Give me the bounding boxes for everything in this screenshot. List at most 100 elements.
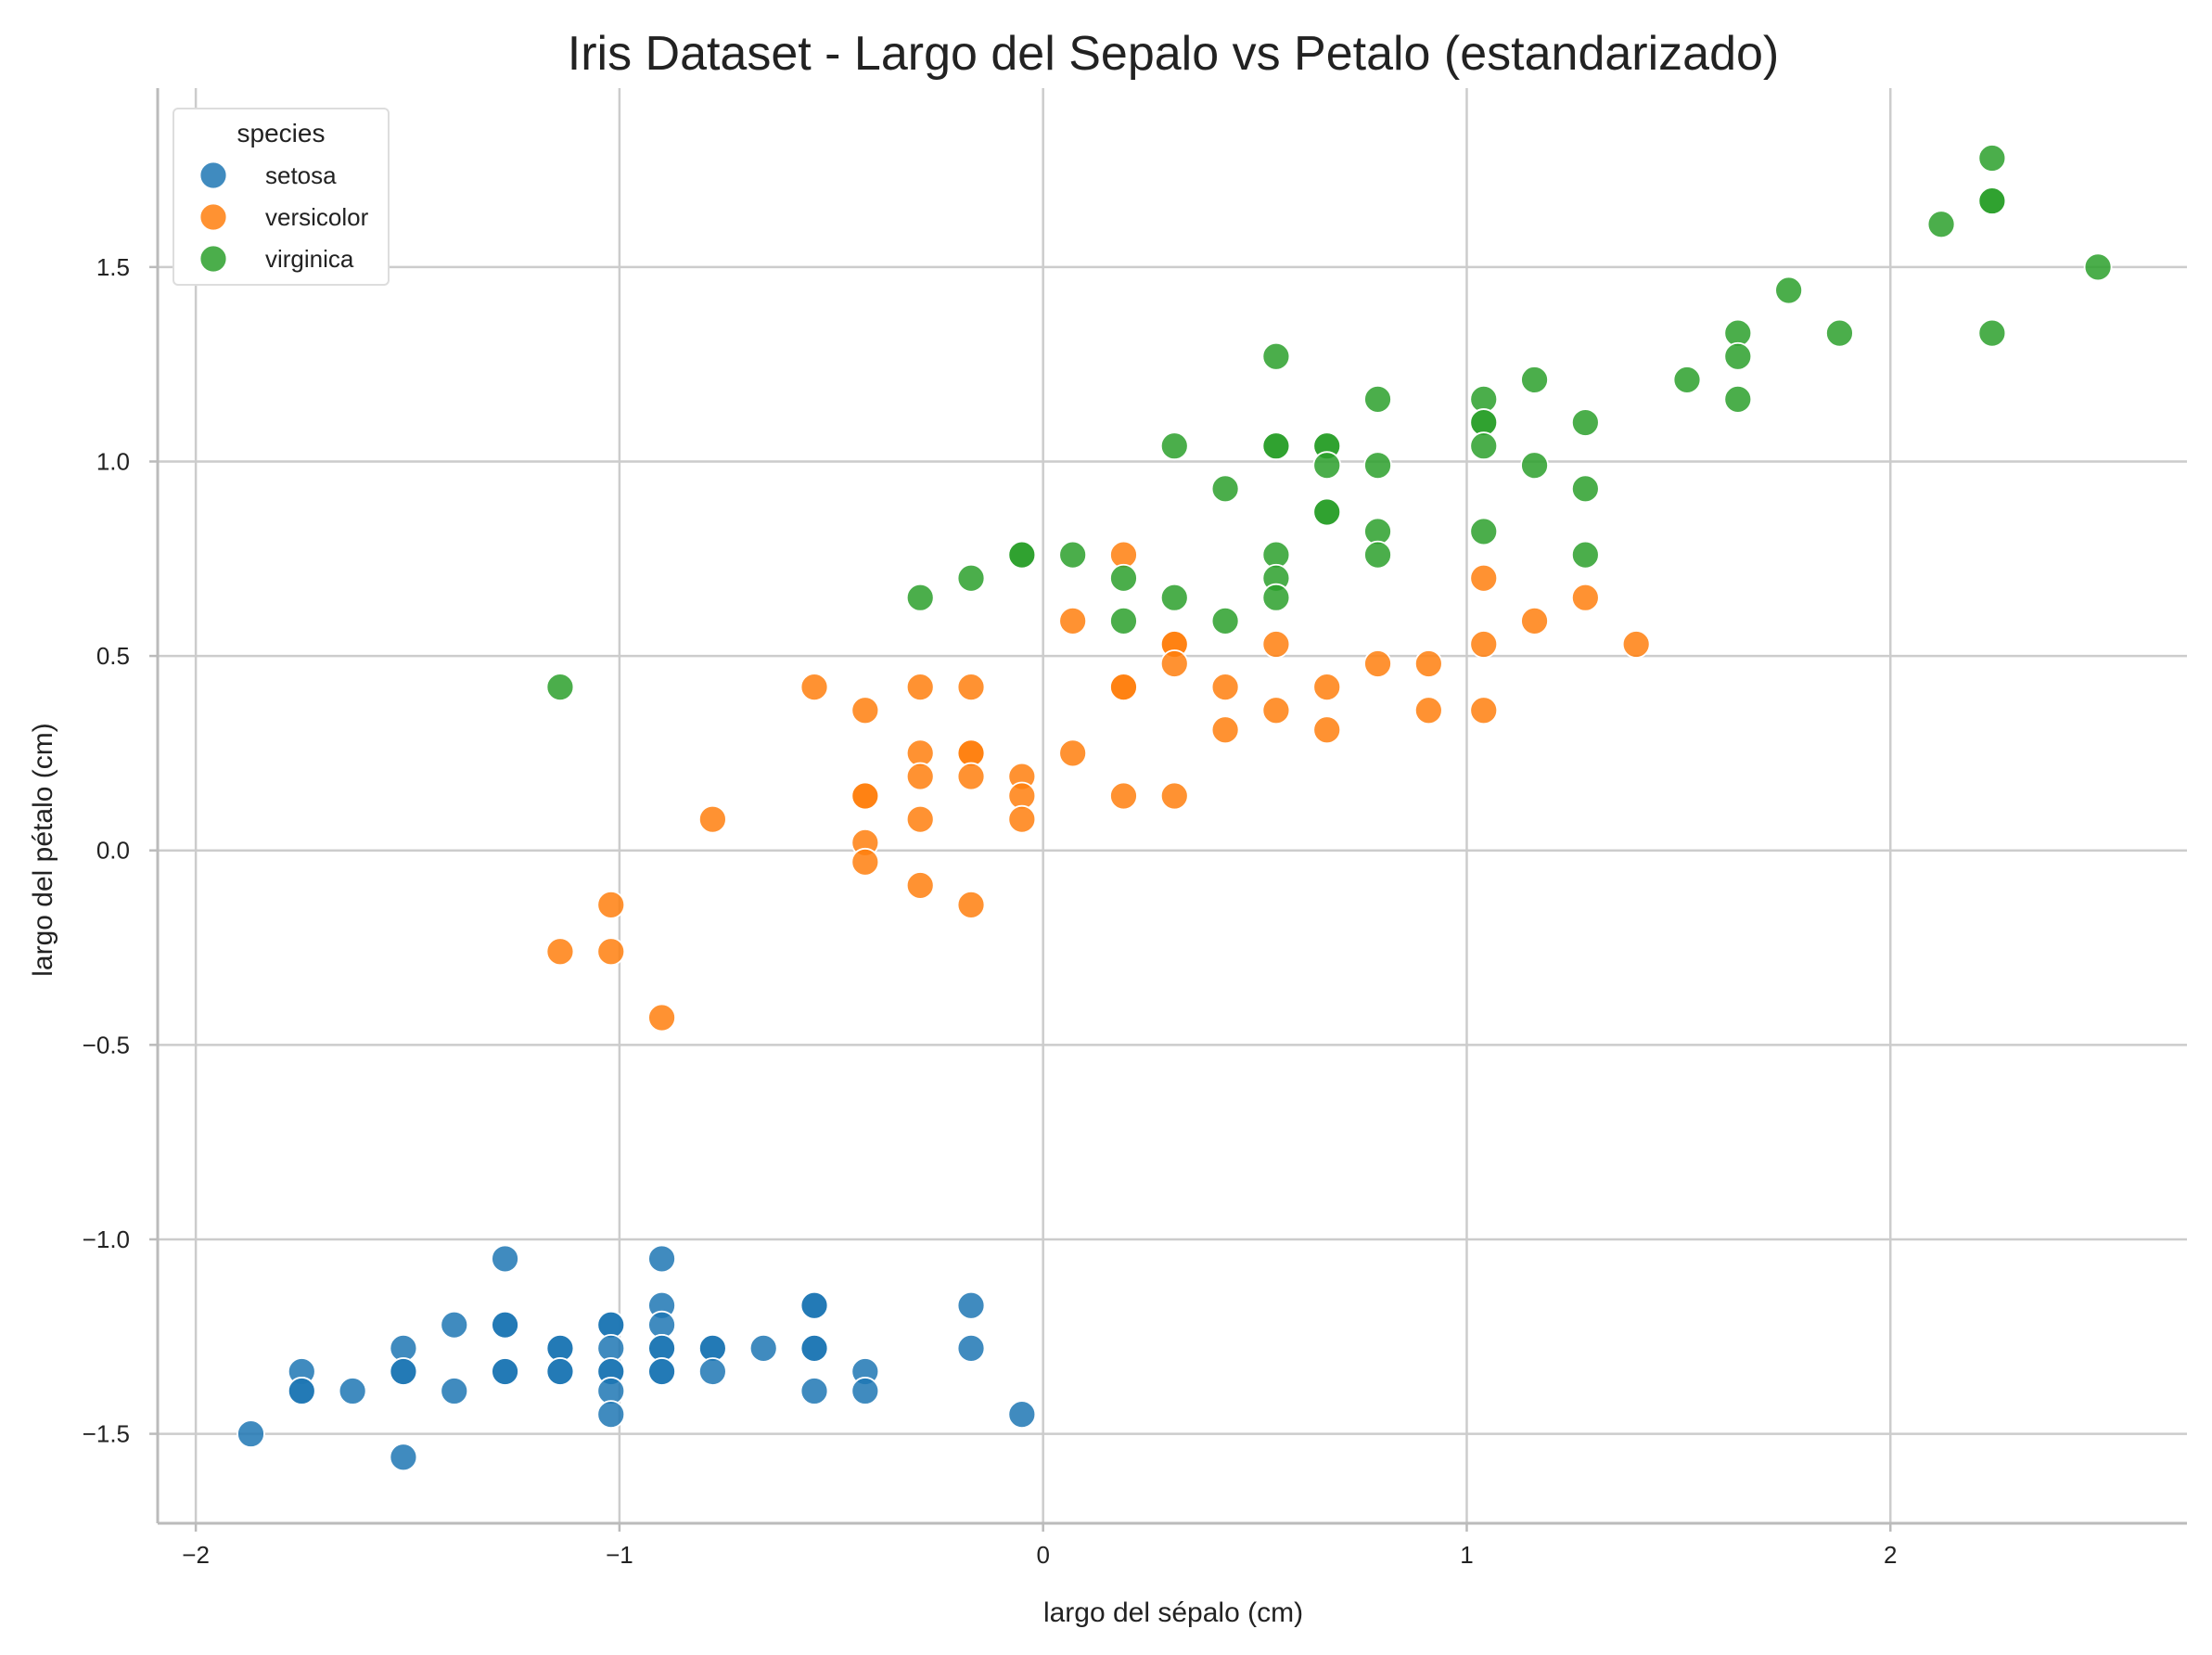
data-point-setosa [287, 1377, 316, 1405]
data-point-versicolor [697, 804, 727, 834]
x-tick-label: −2 [182, 1541, 210, 1569]
data-point-versicolor [905, 871, 935, 900]
legend: species setosa versicolor virginica [173, 108, 390, 286]
data-points [237, 144, 2113, 1472]
data-point-virginica [1723, 341, 1753, 371]
data-point-setosa [440, 1310, 469, 1340]
data-point-versicolor [1109, 781, 1138, 811]
data-point-virginica [1977, 186, 2007, 215]
data-point-versicolor [1109, 673, 1138, 702]
data-point-virginica [1261, 583, 1291, 612]
data-point-versicolor [1261, 696, 1291, 725]
data-point-setosa [491, 1357, 519, 1386]
data-point-virginica [1363, 451, 1392, 481]
data-point-virginica [1058, 540, 1088, 570]
data-point-setosa [697, 1357, 727, 1386]
x-tick-label: 1 [1460, 1541, 1473, 1569]
data-point-setosa [596, 1400, 626, 1430]
data-point-virginica [2083, 252, 2113, 282]
data-point-versicolor [905, 673, 935, 702]
legend-marker-versicolor [198, 202, 228, 232]
y-tick-label: 0.0 [96, 837, 130, 865]
data-point-virginica [1570, 540, 1600, 570]
data-point-virginica [1312, 497, 1342, 527]
x-axis-label: largo del sépalo (cm) [1043, 1597, 1303, 1628]
data-point-versicolor [799, 673, 829, 702]
y-tick-label: −0.5 [83, 1031, 130, 1058]
data-point-virginica [1520, 451, 1549, 481]
data-point-virginica [1926, 210, 1956, 239]
x-tick-label: 2 [1884, 1541, 1897, 1569]
data-point-setosa [491, 1244, 519, 1274]
data-point-setosa [799, 1333, 829, 1363]
data-point-virginica [1469, 431, 1499, 461]
data-point-virginica [1261, 431, 1291, 461]
y-tick-label: 0.5 [96, 642, 130, 670]
data-point-virginica [1007, 540, 1037, 570]
data-point-versicolor [1058, 606, 1088, 635]
data-point-setosa [1007, 1400, 1037, 1430]
data-point-virginica [1159, 583, 1189, 612]
data-point-versicolor [647, 1003, 676, 1033]
legend-label-setosa: setosa [265, 161, 337, 189]
data-point-setosa [389, 1357, 418, 1386]
data-point-versicolor [1210, 715, 1240, 745]
data-point-virginica [1363, 384, 1392, 414]
data-point-versicolor [1261, 630, 1291, 659]
y-tick-label: −1.5 [83, 1420, 130, 1448]
data-point-versicolor [545, 937, 575, 967]
data-point-versicolor [1312, 715, 1342, 745]
data-point-virginica [1723, 384, 1753, 414]
legend-label-virginica: virginica [265, 245, 354, 273]
data-point-virginica [1469, 517, 1499, 546]
data-point-virginica [1312, 451, 1342, 481]
data-point-virginica [1672, 366, 1702, 394]
data-point-versicolor [956, 762, 986, 791]
data-point-versicolor [1413, 696, 1443, 725]
data-point-versicolor [850, 847, 880, 877]
grid [158, 88, 2187, 1523]
data-point-versicolor [956, 891, 986, 919]
y-axis-label: largo del pétalo (cm) [28, 723, 58, 976]
data-point-versicolor [1621, 630, 1651, 659]
legend-box [173, 108, 390, 286]
axes-spines [156, 88, 2187, 1525]
data-point-setosa [850, 1377, 880, 1405]
data-point-virginica [905, 583, 935, 612]
legend-marker-setosa [198, 160, 228, 190]
data-point-setosa [237, 1419, 265, 1448]
data-point-virginica [1825, 318, 1854, 348]
data-point-virginica [1977, 318, 2007, 348]
data-point-virginica [1261, 341, 1291, 371]
data-point-virginica [1520, 366, 1549, 394]
data-point-setosa [647, 1244, 676, 1274]
data-point-versicolor [850, 696, 880, 725]
data-point-virginica [1363, 540, 1392, 570]
data-point-virginica [956, 563, 986, 593]
data-point-versicolor [1159, 649, 1189, 678]
axis-ticks: −2 −1 0 1 2 −1.5 −1.0 −0.5 0.0 0.5 1.0 1.5 [83, 253, 1898, 1569]
data-point-setosa [440, 1377, 469, 1405]
data-point-versicolor [1058, 738, 1088, 768]
data-point-versicolor [1469, 563, 1499, 593]
data-point-versicolor [1210, 673, 1240, 702]
data-point-virginica [545, 673, 575, 702]
data-point-versicolor [956, 673, 986, 702]
data-point-setosa [491, 1310, 519, 1340]
data-point-versicolor [1570, 583, 1600, 612]
data-point-versicolor [1312, 673, 1342, 702]
data-point-versicolor [905, 804, 935, 834]
data-point-versicolor [596, 937, 626, 967]
y-tick-label: −1.0 [83, 1225, 130, 1253]
data-point-versicolor [1159, 781, 1189, 811]
data-point-virginica [1210, 474, 1240, 504]
data-point-versicolor [1363, 649, 1392, 678]
data-point-setosa [799, 1290, 829, 1320]
data-point-setosa [748, 1333, 778, 1363]
chart-title: Iris Dataset - Largo del Sepalo vs Petal… [568, 27, 1779, 81]
legend-items: setosa versicolor virginica [198, 160, 369, 274]
data-point-setosa [799, 1377, 829, 1405]
data-point-versicolor [1007, 804, 1037, 834]
data-point-setosa [338, 1377, 367, 1405]
